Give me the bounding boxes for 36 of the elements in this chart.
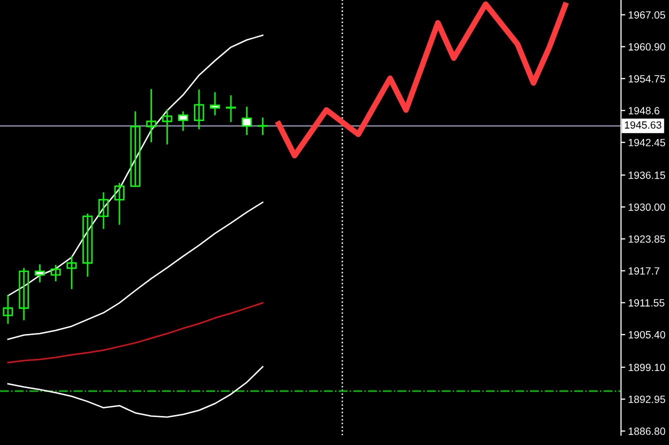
y-tick-label: 1886.80 [628,428,666,435]
y-tick-label: 1899.10 [628,364,666,372]
candlestick [146,89,156,142]
candlestick [162,109,172,144]
line-series [7,34,264,296]
candlestick [258,118,268,136]
y-tick-label: 1911.55 [628,299,664,307]
y-tick-label: 1892.95 [628,396,666,404]
candlestick [2,294,14,324]
candlestick [18,268,29,320]
y-tick-label: 1930.00 [628,203,666,211]
candlestick [98,192,109,229]
line-series [7,302,264,364]
candlestick [194,90,204,130]
y-tick-label: 1936.15 [628,172,666,179]
line-series [7,366,264,418]
candlestick [50,264,61,282]
candlestick [34,264,45,282]
y-tick-label: 1905.40 [628,331,666,338]
candlestick [242,106,252,136]
line-series [7,202,264,340]
candlestick [66,256,77,290]
candlestick [210,92,220,116]
candlestick [82,214,93,277]
y-tick-label: 1960.90 [628,43,666,51]
candlestick [178,111,188,131]
y-tick-label: 1942.45 [628,138,666,146]
y-tick-label: 1967.05 [628,11,666,19]
y-tick-label: 1917.7 [628,267,660,275]
y-tick-label: 1954.75 [628,75,666,82]
candlestick [130,111,140,187]
y-tick-label: 1923.85 [628,235,666,243]
candlestick [114,182,124,225]
y-tick-label: 1948.6 [628,106,660,114]
ref-line-label: 1945.63 [624,121,662,129]
candlestick [226,95,236,122]
